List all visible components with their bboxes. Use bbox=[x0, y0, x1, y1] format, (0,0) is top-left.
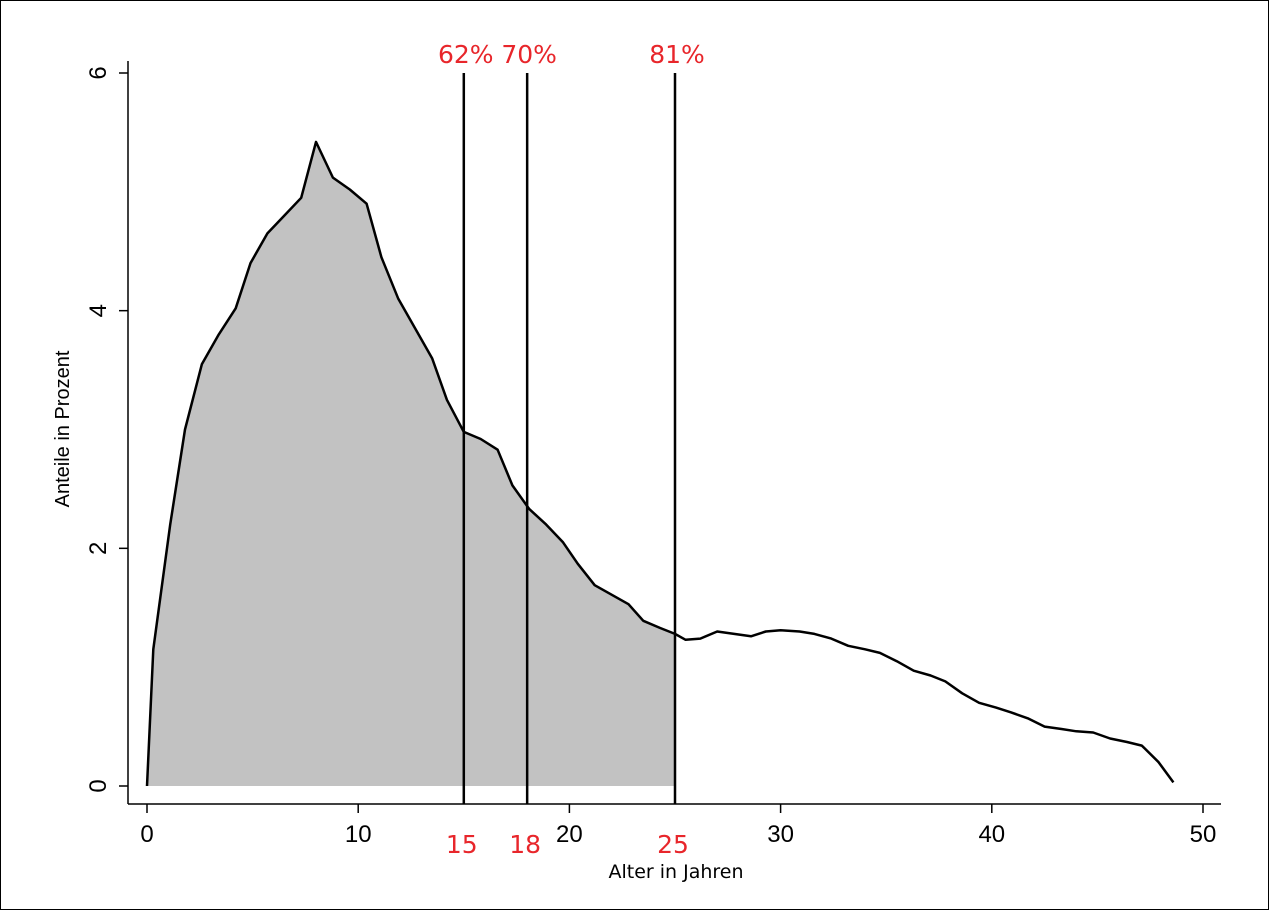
x-tick-label: 50 bbox=[1190, 821, 1217, 848]
y-tick-label: 0 bbox=[85, 779, 112, 792]
marker-percent-label: 62% bbox=[438, 40, 494, 69]
marker-lines: 62% 15 70% 18 81% 25 bbox=[438, 40, 705, 859]
density-line bbox=[145, 140, 1175, 787]
x-tick-label: 10 bbox=[345, 821, 372, 848]
marker-age-label: 25 bbox=[657, 830, 689, 859]
y-tick-label: 2 bbox=[85, 542, 112, 555]
x-axis-title: Alter in Jahren bbox=[608, 861, 743, 883]
y-axis-title: Anteile in Prozent bbox=[52, 350, 74, 507]
shaded-area bbox=[147, 141, 675, 786]
y-ticks: 0 2 4 6 bbox=[85, 66, 128, 793]
y-tick-label: 4 bbox=[85, 304, 112, 317]
x-tick-label: 0 bbox=[140, 821, 153, 848]
x-tick-label: 40 bbox=[978, 821, 1005, 848]
x-tick-label: 20 bbox=[556, 821, 583, 848]
marker-percent-label: 70% bbox=[501, 40, 557, 69]
x-ticks: 0 10 20 30 40 50 bbox=[140, 804, 1216, 848]
marker-percent-label: 81% bbox=[649, 40, 705, 69]
marker-age-label: 15 bbox=[446, 830, 478, 859]
x-tick-label: 30 bbox=[767, 821, 794, 848]
y-tick-label: 6 bbox=[85, 66, 112, 79]
marker-age-label: 18 bbox=[509, 830, 541, 859]
